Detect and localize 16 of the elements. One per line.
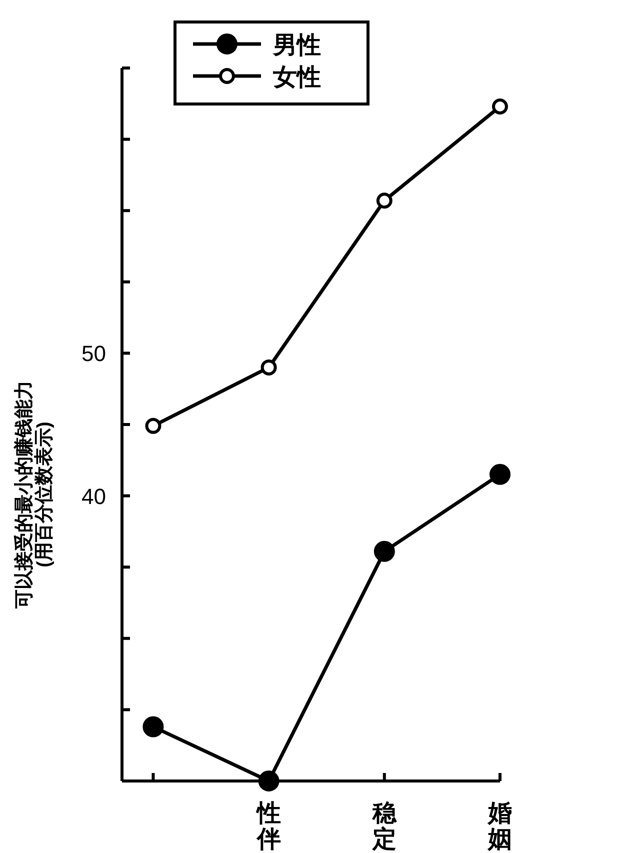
- x-tick-label: 稳定: [371, 800, 398, 853]
- point: [490, 464, 510, 485]
- point: [374, 540, 395, 562]
- y-tick-label: 40: [82, 484, 106, 509]
- point: [145, 418, 162, 434]
- point: [260, 359, 277, 376]
- point: [142, 716, 164, 738]
- legend-label: 女性: [272, 64, 321, 91]
- legend-label: 男性: [272, 32, 321, 59]
- y-tick-label: 50: [82, 341, 106, 366]
- point: [492, 98, 508, 114]
- y-axis-title: 可以接受的最小的赚钱能力 (用百分位数表示): [13, 380, 55, 610]
- point: [258, 770, 280, 792]
- point: [376, 192, 392, 209]
- x-tick-label: 性伴: [254, 800, 281, 853]
- x-tick-label: 婚姻: [487, 800, 512, 853]
